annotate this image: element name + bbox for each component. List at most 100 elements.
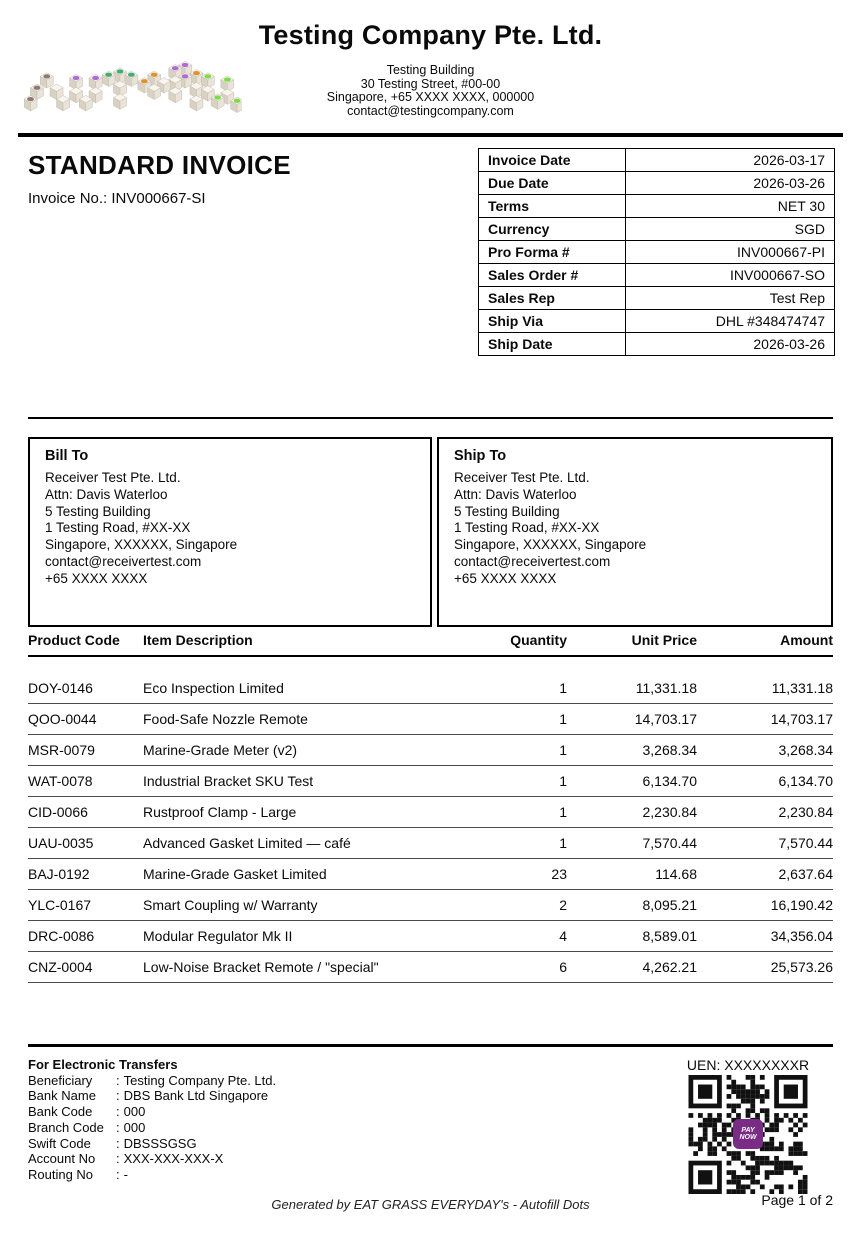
meta-value: INV000667-PI xyxy=(625,240,835,264)
meta-row: Terms NET 30 xyxy=(478,194,835,218)
meta-label: Sales Rep xyxy=(478,286,626,310)
bank-label: Routing No xyxy=(28,1166,94,1182)
ship-to-line: 5 Testing Building xyxy=(454,503,560,519)
ship-to-line: Receiver Test Pte. Ltd. xyxy=(454,470,590,485)
item-description-cell: Eco Inspection Limited xyxy=(143,656,461,704)
bank-label: Account No xyxy=(28,1151,96,1167)
unit-price-cell: 6,134.70 xyxy=(567,765,697,797)
generated-by-note: Generated by EAT GRASS EVERYDAY's - Auto… xyxy=(271,1197,590,1212)
item-description-cell: Marine-Grade Meter (v2) xyxy=(143,734,461,766)
table-row: YLC-0167 Smart Coupling w/ Warranty 2 8,095… xyxy=(28,889,833,921)
ship-to-line: Singapore, XXXXXX, Singapore xyxy=(454,537,647,553)
table-row: DOY-0146 Eco Inspection Limited 1 11,331.18… xyxy=(28,656,833,704)
page-title: STANDARD INVOICE xyxy=(28,150,291,180)
bank-row: Bank Code:000 xyxy=(28,1104,276,1120)
bank-label: Bank Code xyxy=(28,1104,93,1120)
amount-cell: 3,268.34 xyxy=(697,734,833,766)
invoice-number: Invoice No.: INV000667-SI xyxy=(28,190,206,207)
amount-cell: 11,331.18 xyxy=(697,656,833,704)
line-items-table: Product Code Item Description Quantity U… xyxy=(28,632,833,983)
quantity-cell: 4 xyxy=(461,920,567,952)
ship-to-title: Ship To xyxy=(454,448,507,464)
unit-price-cell: 14,703.17 xyxy=(567,703,697,735)
item-description-cell: Marine-Grade Gasket Limited xyxy=(143,858,461,890)
table-row: CID-0066 Rustproof Clamp - Large 1 2,230.84… xyxy=(28,796,833,828)
meta-label: Pro Forma # xyxy=(478,240,626,264)
bill-to-line: Singapore, XXXXXX, Singapore xyxy=(45,537,238,553)
company-address-line: Testing Building xyxy=(386,63,475,77)
meta-label: Ship Via xyxy=(478,309,626,333)
bank-row: Bank Name: DBS Bank Ltd Singapore xyxy=(28,1088,276,1104)
table-row: QOO-0044 Food-Safe Nozzle Remote 1 14,703.1… xyxy=(28,703,833,735)
bank-row: Account No: XXX-XXX-XXX-X xyxy=(28,1151,276,1167)
product-code-cell: CID-0066 xyxy=(28,796,143,828)
table-row: WAT-0078 Industrial Bracket SKU Test 1 6,13… xyxy=(28,765,833,797)
item-description-cell: Advanced Gasket Limited — café xyxy=(143,827,461,859)
invoice-meta-table: Invoice Date 2026-03-17 Due Date 2026-03-2… xyxy=(478,148,835,356)
meta-label: Invoice Date xyxy=(478,148,626,172)
bank-separator: : xyxy=(116,1119,120,1135)
company-address-line: Singapore, +65 XXXX XXXX, 000000 xyxy=(326,90,535,105)
column-header-amount: Amount xyxy=(697,632,833,657)
quantity-cell: 6 xyxy=(461,951,567,983)
column-header-product-code: Product Code xyxy=(28,632,143,657)
bill-to-line: 5 Testing Building xyxy=(45,503,151,519)
meta-label: Terms xyxy=(478,194,626,218)
company-header: Testing Company Pte. Ltd. Testing Buildi… xyxy=(0,20,861,118)
product-code-cell: DRC-0086 xyxy=(28,920,143,952)
bill-to-line: Attn: Davis Waterloo xyxy=(45,486,168,502)
paynow-qr-code: PAY NOW xyxy=(688,1075,808,1194)
meta-value: NET 30 xyxy=(625,194,835,218)
item-description-cell: Low-Noise Bracket Remote / "special" xyxy=(143,951,461,983)
bank-row: Swift Code: DBSSSGSG xyxy=(28,1136,276,1152)
unit-price-cell: 7,570.44 xyxy=(567,827,697,859)
bill-to-email: contact@receivertest.com xyxy=(45,553,202,569)
amount-cell: 34,356.04 xyxy=(697,920,833,952)
unit-price-cell: 114.68 xyxy=(567,858,697,890)
table-row: DRC-0086 Modular Regulator Mk II 4 8,589.01… xyxy=(28,920,833,952)
company-address: Testing Building 30 Testing Street, #00-… xyxy=(0,63,861,118)
meta-row: Sales Rep Test Rep xyxy=(478,286,835,310)
bank-value: 000 xyxy=(123,1119,146,1135)
company-email: contact@testingcompany.com xyxy=(347,103,514,118)
bank-value: - xyxy=(123,1166,128,1182)
amount-cell: 6,134.70 xyxy=(697,765,833,797)
column-header-unit-price: Unit Price xyxy=(567,632,697,657)
table-row: CNZ-0004 Low-Noise Bracket Remote / "spec… xyxy=(28,951,833,983)
amount-cell: 16,190.42 xyxy=(697,889,833,921)
company-name: Testing Company Pte. Ltd. xyxy=(258,20,603,50)
bank-separator: : xyxy=(116,1135,120,1151)
product-code-cell: WAT-0078 xyxy=(28,765,143,797)
autofill-blocks-logo xyxy=(23,34,245,126)
bank-value: XXX-XXX-XXX-X xyxy=(123,1151,224,1167)
unit-price-cell: 3,268.34 xyxy=(567,734,697,766)
item-description-cell: Food-Safe Nozzle Remote xyxy=(143,703,461,735)
bank-separator: : xyxy=(116,1104,120,1120)
bill-to-phone: +65 XXXX XXXX xyxy=(45,570,148,586)
bill-to-box: Bill To Receiver Test Pte. Ltd. Attn: Da… xyxy=(28,437,432,627)
bank-separator: : xyxy=(116,1072,120,1088)
bank-value: 000 xyxy=(123,1104,146,1120)
meta-value: SGD xyxy=(625,217,835,241)
meta-row: Due Date 2026-03-26 xyxy=(478,171,835,195)
bank-row: Routing No: - xyxy=(28,1167,276,1183)
quantity-cell: 1 xyxy=(461,765,567,797)
meta-label: Due Date xyxy=(478,171,626,195)
bank-value: Testing Company Pte. Ltd. xyxy=(123,1072,277,1088)
meta-value: Test Rep xyxy=(625,286,835,310)
page-indicator: Page 1 of 2 xyxy=(761,1192,833,1208)
footer-divider xyxy=(28,1044,833,1047)
header-divider xyxy=(18,133,843,137)
meta-row: Sales Order # INV000667-SO xyxy=(478,263,835,287)
ship-to-box: Ship To Receiver Test Pte. Ltd. Attn: Da… xyxy=(437,437,833,627)
bank-separator: : xyxy=(116,1166,120,1182)
paynow-logo: PAY NOW xyxy=(733,1119,763,1149)
table-row: MSR-0079 Marine-Grade Meter (v2) 1 3,268.34… xyxy=(28,734,833,766)
product-code-cell: BAJ-0192 xyxy=(28,858,143,890)
meta-value: 2026-03-26 xyxy=(625,171,835,195)
ship-to-phone: +65 XXXX XXXX xyxy=(454,570,557,586)
meta-row: Currency SGD xyxy=(478,217,835,241)
item-description-cell: Rustproof Clamp - Large xyxy=(143,796,461,828)
product-code-cell: QOO-0044 xyxy=(28,703,143,735)
